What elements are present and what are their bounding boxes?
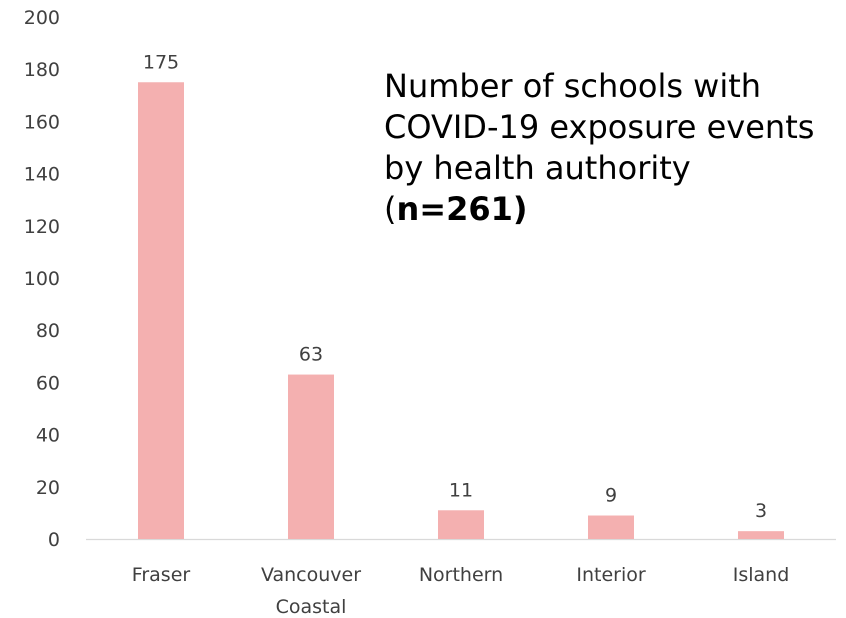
- chart-title-text: Number of schools with COVID-19 exposure…: [384, 67, 815, 228]
- chart-title: Number of schools with COVID-19 exposure…: [384, 66, 824, 230]
- y-tick-label-9: 180: [24, 59, 60, 81]
- data-label-2: 11: [449, 479, 473, 501]
- data-label-0: 175: [143, 51, 179, 73]
- y-tick-label-5: 100: [24, 268, 60, 290]
- y-tick-label-3: 60: [36, 372, 60, 394]
- bar-0: [138, 82, 184, 539]
- category-label-1: Vancouver Coastal: [261, 564, 361, 618]
- category-label-3: Interior: [576, 564, 645, 586]
- y-tick-label-4: 80: [36, 320, 60, 342]
- bar-4: [738, 531, 784, 539]
- y-tick-label-0: 0: [48, 529, 60, 551]
- category-label-2: Northern: [419, 564, 503, 586]
- category-label-0: Fraser: [132, 564, 191, 586]
- bars: [138, 82, 784, 539]
- data-label-4: 3: [755, 500, 767, 522]
- y-axis-ticks: 0 20 40 60 80 100 120 140 160 180 200: [24, 7, 60, 551]
- y-tick-label-10: 200: [24, 7, 60, 29]
- y-tick-label-8: 160: [24, 111, 60, 133]
- chart-title-emphasis: n=261): [396, 190, 528, 228]
- y-tick-label-1: 20: [36, 477, 60, 499]
- y-tick-label-2: 40: [36, 425, 60, 447]
- bar-2: [438, 510, 484, 539]
- bar-3: [588, 515, 634, 539]
- category-labels: Fraser Vancouver Coastal Northern Interior Is…: [132, 564, 789, 618]
- y-tick-label-7: 140: [24, 164, 60, 186]
- data-label-1: 63: [299, 344, 323, 366]
- data-label-3: 9: [605, 485, 617, 507]
- data-labels: 175 63 11 9 3: [143, 51, 767, 522]
- category-label-4: Island: [733, 564, 790, 586]
- bar-1: [288, 374, 334, 539]
- y-tick-label-6: 120: [24, 216, 60, 238]
